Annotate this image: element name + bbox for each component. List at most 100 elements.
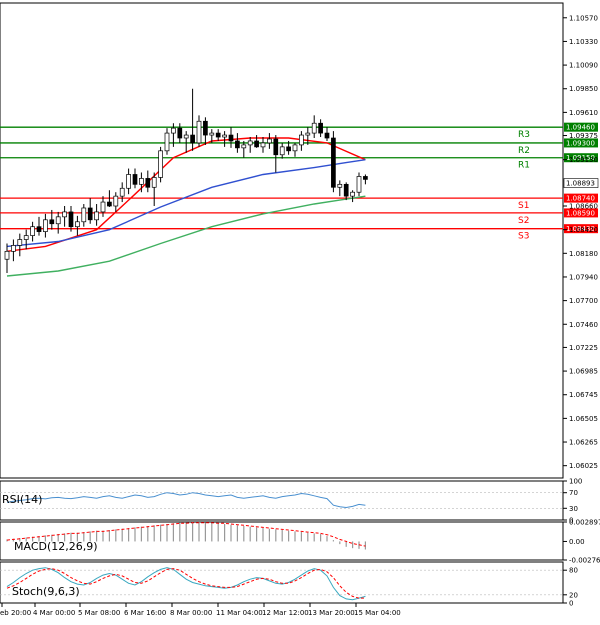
macd-tick-label: -0.002763: [569, 557, 600, 565]
candle-down: [49, 219, 55, 225]
candle-down: [254, 140, 259, 148]
candle-up: [17, 239, 23, 246]
level-name-s2: S2: [518, 216, 529, 226]
y-tick-label: 1.09375: [569, 132, 598, 140]
candle-down: [132, 174, 138, 185]
x-tick-label: 6 Mar 16:00: [124, 609, 166, 617]
current-price-box: [563, 178, 599, 188]
candle-up: [356, 176, 362, 193]
stoch-tick-label: 0: [569, 600, 573, 608]
level-name-r3: R3: [518, 130, 530, 140]
candle-down: [215, 132, 221, 138]
level-name-s1: S1: [518, 201, 529, 211]
candle-down: [363, 176, 368, 180]
candle-up: [171, 127, 176, 134]
rsi-tick-label: 30: [569, 505, 578, 513]
candle-up: [209, 132, 215, 136]
candle-down: [203, 120, 208, 136]
y-tick-label: 1.10090: [569, 62, 598, 70]
candle-up: [75, 221, 80, 228]
candle-down: [190, 134, 195, 144]
y-tick-label: 1.09130: [569, 156, 598, 164]
candle-up: [222, 134, 227, 138]
level-price-box: [564, 208, 598, 218]
x-tick-label: 15 Mar 04:00: [354, 609, 401, 617]
level-name-s3: S3: [518, 232, 529, 242]
rsi-tick-label: 100: [569, 478, 582, 486]
level-price-label: 1.08590: [566, 209, 595, 217]
candle-up: [196, 120, 202, 144]
y-tick-label: 1.08660: [569, 203, 598, 211]
candle-up: [11, 245, 16, 252]
level-price-box: [564, 122, 598, 132]
candle-up: [183, 134, 189, 139]
candle-up: [23, 235, 29, 240]
y-tick-label: 1.07940: [569, 273, 598, 281]
macd-tick-label: 0.002897: [569, 519, 600, 527]
y-tick-label: 1.06985: [569, 368, 598, 376]
candle-up: [100, 201, 106, 213]
moving-average-line-3: [6, 195, 366, 277]
candle-up: [260, 142, 266, 148]
candle-up: [113, 195, 119, 207]
candle-up: [151, 177, 157, 188]
level-price-box: [564, 224, 598, 234]
candle-up: [55, 216, 61, 225]
level-price-label: 1.09150: [566, 154, 595, 162]
level-price-label: 1.08740: [566, 195, 595, 203]
macd-title: MACD(12,26,9): [14, 540, 98, 553]
rsi-tick-label: 70: [569, 489, 578, 497]
y-tick-label: 1.10330: [569, 38, 598, 46]
level-name-r2: R2: [518, 146, 530, 156]
stoch-title: Stoch(9,6,3): [12, 585, 80, 598]
candle-down: [331, 137, 336, 188]
rsi-line: [6, 492, 366, 509]
candle-down: [318, 122, 323, 134]
x-tick-label: 8 Mar 00:00: [170, 609, 212, 617]
stoch-d-line: [6, 568, 366, 599]
level-price-label: 1.08430: [566, 225, 595, 233]
y-tick-label: 1.08180: [569, 250, 598, 258]
candle-up: [30, 226, 35, 236]
candle-up: [4, 250, 10, 260]
y-tick-label: 1.07700: [569, 297, 598, 305]
stoch-tick-label: 80: [569, 567, 578, 575]
y-tick-label: 1.06025: [569, 462, 598, 470]
candle-down: [228, 134, 234, 142]
x-tick-label: 4 Mar 00:00: [33, 609, 75, 617]
candle-up: [94, 211, 99, 221]
candle-down: [87, 207, 93, 221]
y-tick-label: 1.06265: [569, 439, 598, 447]
candle-up: [126, 174, 131, 189]
candle-up: [292, 144, 298, 152]
candle-up: [337, 183, 343, 188]
y-tick-label: 1.07225: [569, 344, 598, 352]
stoch-k-line: [6, 567, 366, 601]
y-tick-label: 1.09850: [569, 85, 598, 93]
candle-down: [324, 132, 330, 139]
candle-up: [164, 132, 170, 152]
y-tick-label: 1.09610: [569, 109, 598, 117]
macd-signal-line: [6, 522, 366, 547]
candle-down: [107, 201, 112, 207]
candle-up: [279, 146, 285, 156]
candle-up: [139, 178, 144, 185]
y-tick-label: 1.08420: [569, 226, 598, 234]
candle-up: [43, 219, 48, 232]
candle-up: [350, 191, 355, 197]
candle-up: [267, 138, 272, 144]
x-tick-label: 11 Mar 04:00: [216, 609, 263, 617]
x-tick-label: 12 Mar 12:00: [262, 609, 309, 617]
candle-down: [286, 146, 291, 152]
candle-up: [241, 144, 247, 149]
stoch-pane-frame: [0, 561, 564, 604]
level-price-box: [564, 153, 598, 163]
y-tick-label: 1.06745: [569, 391, 598, 399]
candle-down: [177, 127, 183, 139]
candle-down: [68, 211, 74, 228]
candle-up: [247, 140, 253, 146]
candle-up: [311, 122, 317, 134]
level-name-r1: R1: [518, 161, 530, 171]
